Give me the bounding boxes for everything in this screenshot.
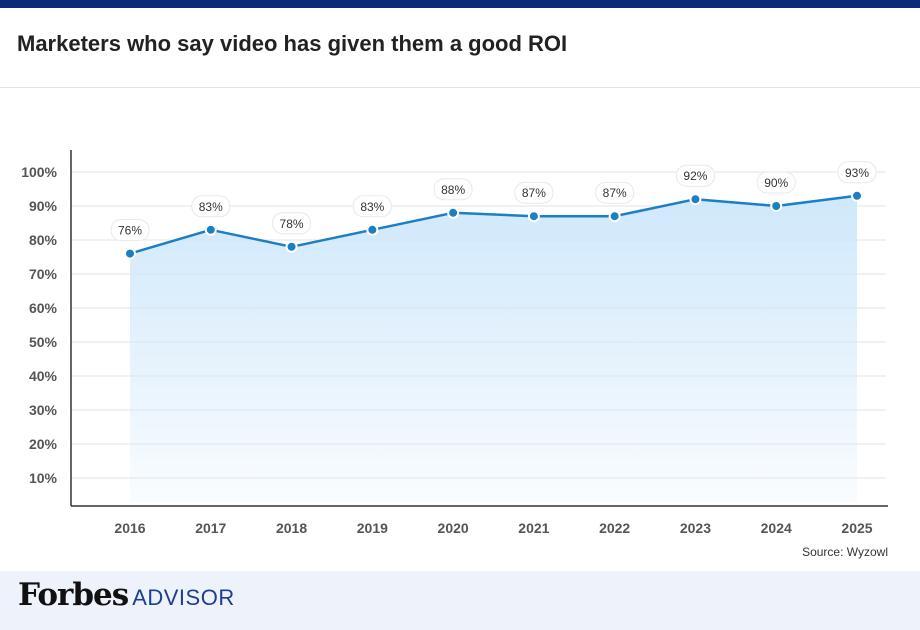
data-point bbox=[608, 210, 621, 223]
forbes-advisor-logo: Forbes ADVISOR bbox=[18, 577, 235, 613]
x-tick-label: 2019 bbox=[357, 520, 388, 536]
data-label-bg bbox=[837, 161, 877, 184]
x-tick-label: 2022 bbox=[599, 520, 630, 536]
logo-advisor-text: ADVISOR bbox=[132, 585, 235, 610]
y-tick-label: 90% bbox=[29, 198, 58, 214]
data-label-bg bbox=[675, 164, 715, 187]
x-tick-label: 2016 bbox=[114, 520, 145, 536]
y-tick-label: 80% bbox=[29, 232, 58, 248]
title-divider bbox=[0, 87, 920, 88]
data-label: 88% bbox=[441, 183, 465, 197]
data-label-bg bbox=[352, 195, 392, 218]
line-chart: 76% 83% 78% 83% 88% 87% 87% 92% 90% 93% 10% 20% 30%… bbox=[21, 150, 888, 536]
data-point bbox=[366, 223, 379, 236]
y-tick-label: 100% bbox=[21, 164, 57, 180]
y-tick-label: 30% bbox=[29, 402, 58, 418]
x-tick-label: 2020 bbox=[438, 520, 469, 536]
x-tick-label: 2021 bbox=[518, 520, 549, 536]
x-tick-label: 2024 bbox=[761, 520, 792, 536]
data-label-bg bbox=[110, 219, 150, 242]
data-label-bg bbox=[514, 181, 554, 204]
data-point bbox=[124, 247, 136, 260]
data-label: 92% bbox=[683, 169, 707, 183]
chart-title: Marketers who say video has given them a… bbox=[17, 31, 568, 56]
data-label: 90% bbox=[764, 176, 788, 190]
data-point bbox=[527, 210, 540, 223]
top-accent-bar bbox=[0, 0, 920, 8]
y-tick-label: 40% bbox=[29, 368, 58, 384]
data-label-bg bbox=[191, 195, 231, 218]
data-label-bg bbox=[272, 212, 312, 235]
data-point bbox=[285, 240, 298, 253]
data-point bbox=[851, 189, 863, 202]
y-tick-label: 70% bbox=[29, 266, 58, 282]
area-fill bbox=[130, 195, 857, 503]
y-tick-label: 60% bbox=[29, 300, 58, 316]
x-tick-label: 2025 bbox=[841, 520, 872, 536]
data-point bbox=[447, 206, 460, 219]
data-point bbox=[689, 193, 702, 206]
data-label-bg bbox=[756, 171, 796, 194]
data-label-bg bbox=[433, 178, 473, 201]
x-tick-label: 2023 bbox=[680, 520, 711, 536]
y-tick-label: 20% bbox=[29, 436, 58, 452]
series-line bbox=[129, 194, 858, 255]
y-tick-label: 50% bbox=[29, 334, 58, 350]
y-tick-label: 10% bbox=[29, 470, 58, 486]
data-label-bg bbox=[595, 181, 635, 204]
data-point bbox=[770, 200, 783, 212]
data-label: 87% bbox=[603, 186, 627, 200]
data-point bbox=[204, 223, 217, 236]
data-label: 78% bbox=[280, 217, 304, 231]
data-label: 87% bbox=[522, 186, 546, 200]
logo-forbes-text: Forbes bbox=[18, 577, 129, 613]
footer-bar: Forbes ADVISOR bbox=[0, 571, 920, 630]
data-label: 93% bbox=[845, 166, 869, 180]
x-tick-label: 2018 bbox=[276, 520, 307, 536]
source-note: Source: Wyzowl bbox=[802, 545, 888, 559]
x-tick-label: 2017 bbox=[195, 520, 226, 536]
data-label: 83% bbox=[360, 200, 384, 214]
data-label: 83% bbox=[199, 200, 223, 214]
data-label: 76% bbox=[118, 224, 142, 238]
